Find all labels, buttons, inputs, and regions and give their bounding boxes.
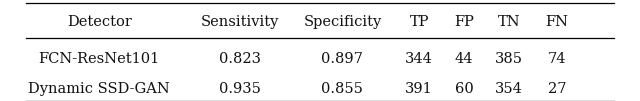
- Text: FP: FP: [454, 15, 474, 29]
- Text: Detector: Detector: [67, 15, 132, 29]
- Text: 354: 354: [495, 82, 523, 96]
- Text: 0.897: 0.897: [321, 52, 364, 66]
- Text: 74: 74: [548, 52, 566, 66]
- Text: Specificity: Specificity: [303, 15, 381, 29]
- Text: Sensitivity: Sensitivity: [201, 15, 279, 29]
- Text: 0.855: 0.855: [321, 82, 364, 96]
- Text: FCN-ResNet101: FCN-ResNet101: [38, 52, 160, 66]
- Text: 391: 391: [405, 82, 433, 96]
- Text: 27: 27: [548, 82, 566, 96]
- Text: 0.935: 0.935: [219, 82, 261, 96]
- Text: 344: 344: [405, 52, 433, 66]
- Text: TN: TN: [497, 15, 520, 29]
- Text: 60: 60: [454, 82, 474, 96]
- Text: FN: FN: [545, 15, 568, 29]
- Text: 44: 44: [455, 52, 473, 66]
- Text: Dynamic SSD-GAN: Dynamic SSD-GAN: [28, 82, 170, 96]
- Text: 385: 385: [495, 52, 523, 66]
- Text: 0.823: 0.823: [219, 52, 261, 66]
- Text: TP: TP: [410, 15, 429, 29]
